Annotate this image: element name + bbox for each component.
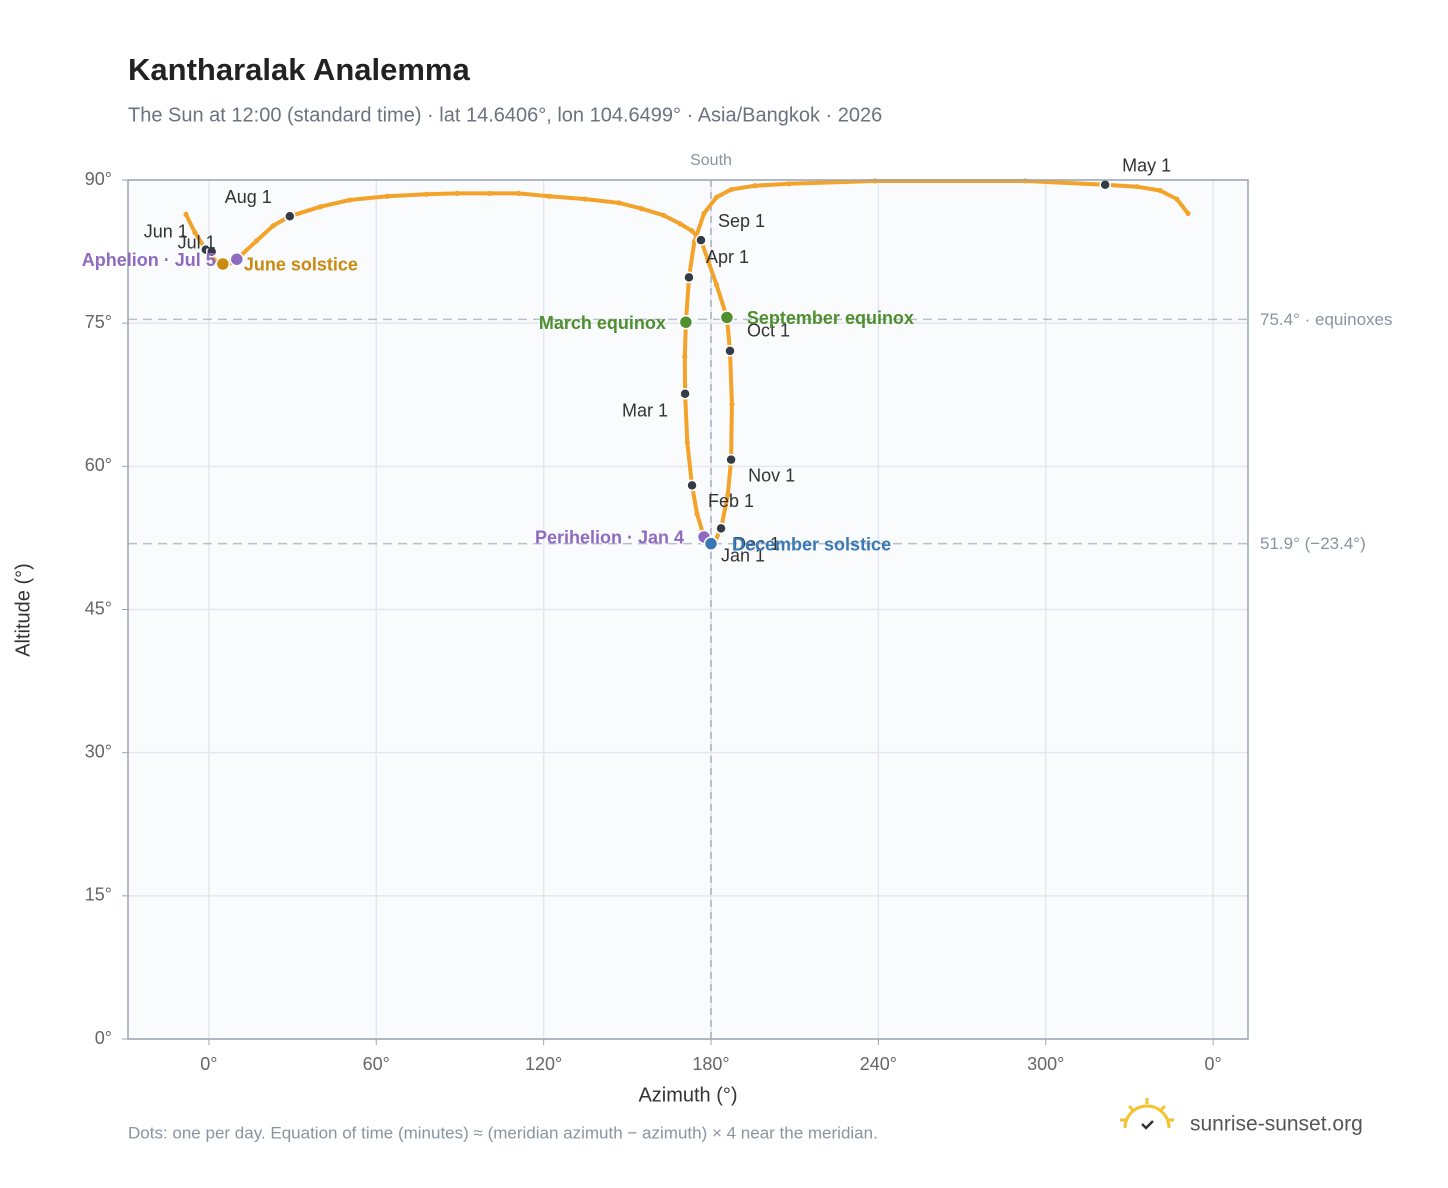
day-dot bbox=[713, 282, 720, 288]
day-dot bbox=[705, 258, 711, 264]
day-dot bbox=[1134, 184, 1140, 190]
day-dot bbox=[317, 204, 324, 210]
marks bbox=[183, 178, 1191, 551]
day-dot bbox=[713, 194, 720, 200]
y-axis-title: Altitude (°) bbox=[12, 563, 34, 657]
day-dot bbox=[1185, 210, 1191, 217]
meridian-label: South bbox=[690, 152, 732, 169]
day-dot bbox=[546, 193, 552, 199]
day-dot bbox=[211, 257, 218, 263]
month-label: Sep 1 bbox=[718, 211, 765, 231]
day-dot bbox=[192, 229, 198, 236]
event-marker bbox=[678, 314, 694, 330]
day-dot bbox=[728, 186, 734, 193]
day-dot bbox=[515, 190, 522, 196]
event-label: Aphelion · Jul 5 bbox=[82, 250, 216, 270]
month-label: Jun 1 bbox=[144, 221, 188, 241]
x-tick-label: 60° bbox=[363, 1054, 390, 1074]
month-label: Feb 1 bbox=[708, 491, 754, 511]
month-label: Mar 1 bbox=[622, 401, 668, 421]
event-marker bbox=[703, 536, 719, 551]
event-label: Perihelion · Jan 4 bbox=[535, 528, 684, 548]
day-dot bbox=[684, 439, 690, 446]
event-label: June solstice bbox=[244, 255, 358, 275]
day-dot bbox=[872, 178, 878, 184]
brand-logo bbox=[1120, 1098, 1174, 1130]
x-axis-title: Azimuth (°) bbox=[638, 1084, 737, 1106]
footnote: Dots: one per day. Equation of time (min… bbox=[128, 1123, 878, 1142]
event-marker bbox=[229, 251, 245, 267]
day-dot bbox=[1022, 178, 1028, 184]
month-marker bbox=[715, 522, 727, 535]
day-dot bbox=[487, 190, 493, 196]
month-label: Jan 1 bbox=[721, 545, 765, 565]
y-tick-label: 45° bbox=[85, 598, 112, 618]
day-dot bbox=[616, 200, 622, 206]
x-tick-label: 0° bbox=[200, 1054, 217, 1074]
day-dot bbox=[638, 206, 644, 212]
day-dot bbox=[1174, 196, 1180, 202]
reference-label: 75.4° · equinoxes bbox=[1260, 310, 1393, 329]
day-dot bbox=[725, 492, 731, 498]
day-dot bbox=[729, 401, 735, 407]
chart-subtitle: The Sun at 12:00 (standard time) · lat 1… bbox=[128, 104, 882, 126]
day-dot bbox=[688, 227, 695, 234]
month-label: Nov 1 bbox=[748, 465, 795, 485]
event-marker bbox=[719, 310, 735, 325]
day-dot bbox=[660, 212, 667, 218]
x-tick-label: 240° bbox=[860, 1054, 897, 1074]
month-marker bbox=[284, 210, 296, 223]
event-marker bbox=[215, 256, 231, 272]
month-label: Dec 1 bbox=[733, 534, 780, 554]
x-tick-label: 300° bbox=[1027, 1054, 1064, 1074]
y-tick-label: 75° bbox=[85, 312, 112, 332]
month-label: Jul 1 bbox=[178, 232, 216, 252]
chart-title: Kantharalak Analemma bbox=[128, 52, 470, 87]
x-tick-label: 180° bbox=[692, 1054, 729, 1074]
x-tick-label: 0° bbox=[1205, 1054, 1222, 1074]
month-marker bbox=[1099, 179, 1111, 191]
month-marker bbox=[679, 388, 691, 400]
month-label: Oct 1 bbox=[747, 321, 790, 341]
reference-label: 51.9° (−23.4°) bbox=[1260, 534, 1366, 553]
month-marker bbox=[683, 271, 695, 284]
brand: sunrise-sunset.org bbox=[1190, 1113, 1363, 1136]
event-label: December solstice bbox=[732, 534, 891, 554]
day-dot bbox=[423, 191, 430, 197]
event-label: March equinox bbox=[539, 313, 666, 333]
day-dot bbox=[752, 183, 758, 189]
labels: 0° 60° 120° 180° 240° 300° 0° 0° 15° 30° 45° 60° 75°… bbox=[82, 152, 1393, 1074]
y-tick-label: 60° bbox=[85, 455, 112, 475]
day-dot bbox=[454, 190, 460, 196]
day-dot bbox=[270, 223, 276, 229]
day-dot bbox=[682, 353, 688, 360]
month-marker bbox=[695, 234, 707, 246]
y-tick-label: 15° bbox=[85, 885, 112, 905]
day-dot bbox=[701, 210, 707, 217]
day-dot bbox=[694, 511, 700, 517]
day-dot bbox=[384, 193, 391, 199]
x-tick-label: 120° bbox=[525, 1054, 562, 1074]
month-label: May 1 bbox=[1122, 156, 1171, 176]
month-marker bbox=[724, 345, 736, 357]
day-dot bbox=[677, 221, 683, 227]
day-dot bbox=[1157, 187, 1163, 194]
day-dot bbox=[347, 197, 353, 203]
y-tick-label: 30° bbox=[85, 741, 112, 761]
month-marker bbox=[686, 479, 698, 492]
y-tick-label: 90° bbox=[85, 169, 112, 189]
y-tick-label: 0° bbox=[95, 1028, 112, 1048]
month-marker bbox=[205, 245, 218, 258]
month-marker bbox=[725, 453, 737, 466]
month-label: Apr 1 bbox=[706, 247, 749, 267]
day-dot bbox=[582, 196, 589, 202]
plot-border bbox=[127, 179, 1249, 1040]
day-dot bbox=[183, 211, 189, 217]
day-dot bbox=[253, 238, 259, 244]
day-dot bbox=[786, 181, 792, 187]
event-label: September equinox bbox=[747, 308, 914, 328]
month-label: Aug 1 bbox=[225, 187, 272, 207]
